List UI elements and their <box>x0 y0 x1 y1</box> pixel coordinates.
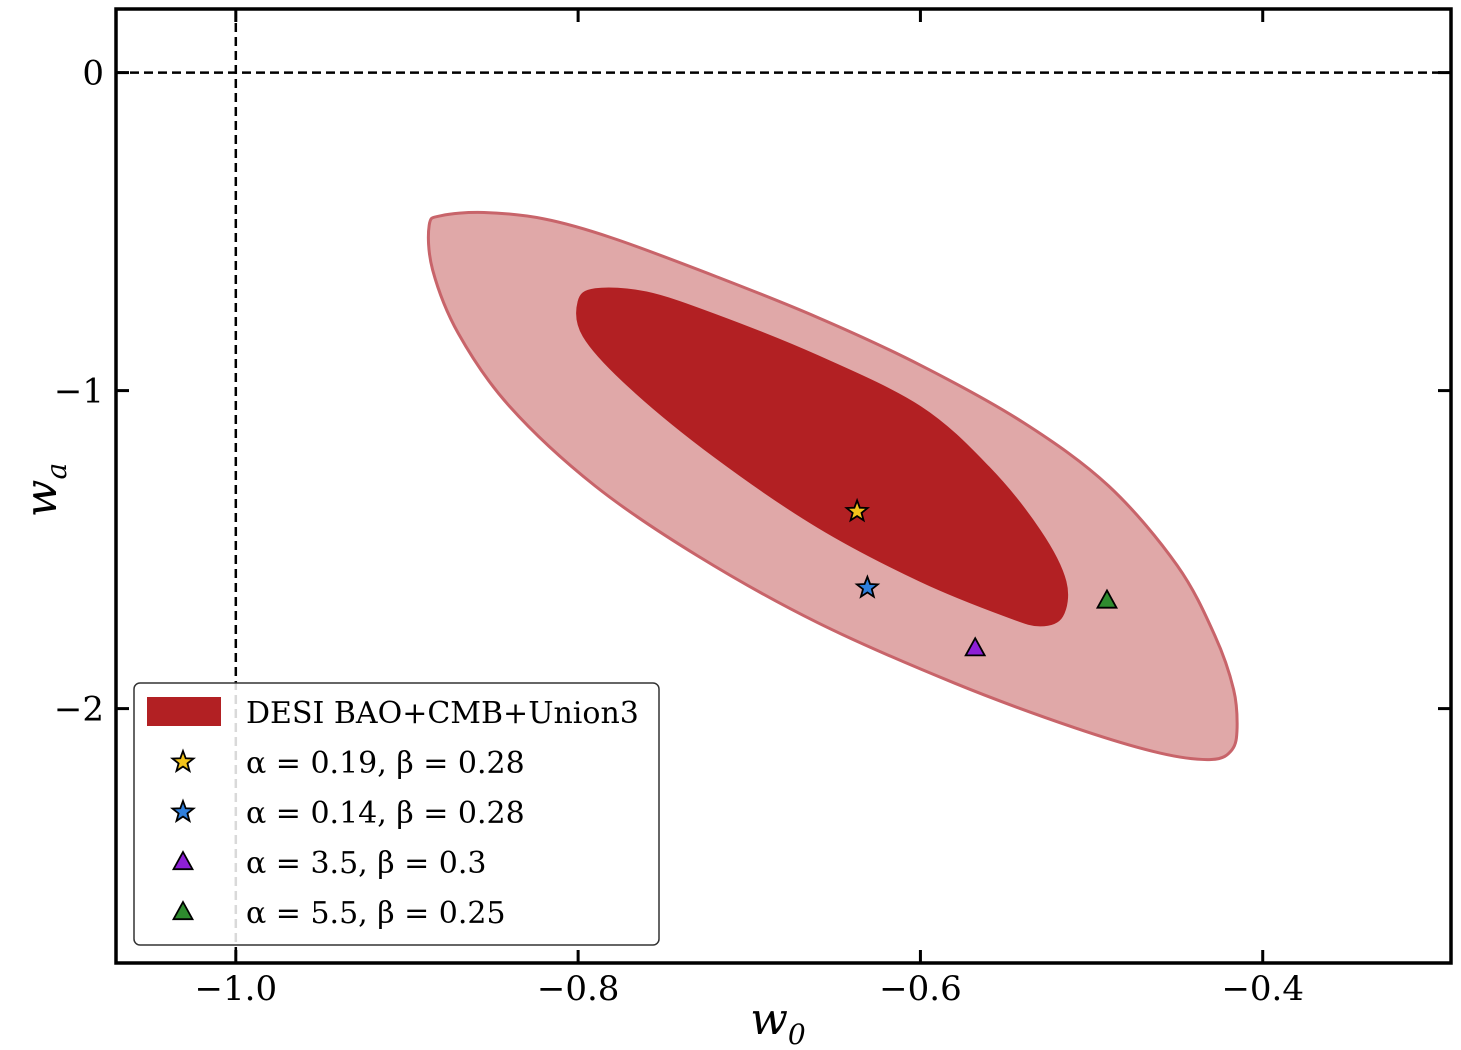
x-tick-label: −0.8 <box>537 969 620 1009</box>
x-tick-label: −0.6 <box>879 969 962 1009</box>
legend-marker-star <box>170 798 196 823</box>
contour-inner <box>576 287 1069 627</box>
x-tick-label: −1.0 <box>195 969 278 1009</box>
y-axis-label: wa <box>16 463 73 517</box>
legend-marker-star <box>170 748 196 773</box>
legend-box <box>133 682 660 946</box>
data-point-star-2 <box>854 574 881 599</box>
plot-frame <box>114 7 1453 965</box>
legend: DESI BAO+CMB+Union3 α = 0.19, β = 0.28 α =… <box>133 682 660 946</box>
x-tick-label: −0.4 <box>1221 969 1304 1009</box>
legend-label: DESI BAO+CMB+Union3 <box>246 696 639 731</box>
legend-label: α = 5.5, β = 0.25 <box>246 896 506 931</box>
axis-tick-labels: −1.0 −0.8 −0.6 −0.4 0 −1 −2 <box>54 54 1304 1009</box>
data-point-triangle-3 <box>964 636 987 657</box>
legend-marker-triangle <box>171 850 195 871</box>
y-tick-label: −2 <box>54 690 104 730</box>
legend-marker-triangle <box>171 900 195 921</box>
reference-lines <box>116 9 1451 963</box>
confidence-contours <box>426 210 1239 762</box>
x-axis-label: w0 <box>750 994 806 1050</box>
legend-label: α = 0.14, β = 0.28 <box>246 796 525 831</box>
legend-label: α = 0.19, β = 0.28 <box>246 746 525 781</box>
data-markers <box>844 497 1119 657</box>
legend-label: α = 3.5, β = 0.3 <box>246 846 487 881</box>
legend-patch <box>147 697 221 726</box>
data-point-triangle-4 <box>1095 588 1119 609</box>
y-tick-label: 0 <box>82 54 104 94</box>
data-point-star-1 <box>844 497 871 523</box>
axis-ticks <box>116 9 1451 963</box>
y-tick-label: −1 <box>54 372 104 412</box>
